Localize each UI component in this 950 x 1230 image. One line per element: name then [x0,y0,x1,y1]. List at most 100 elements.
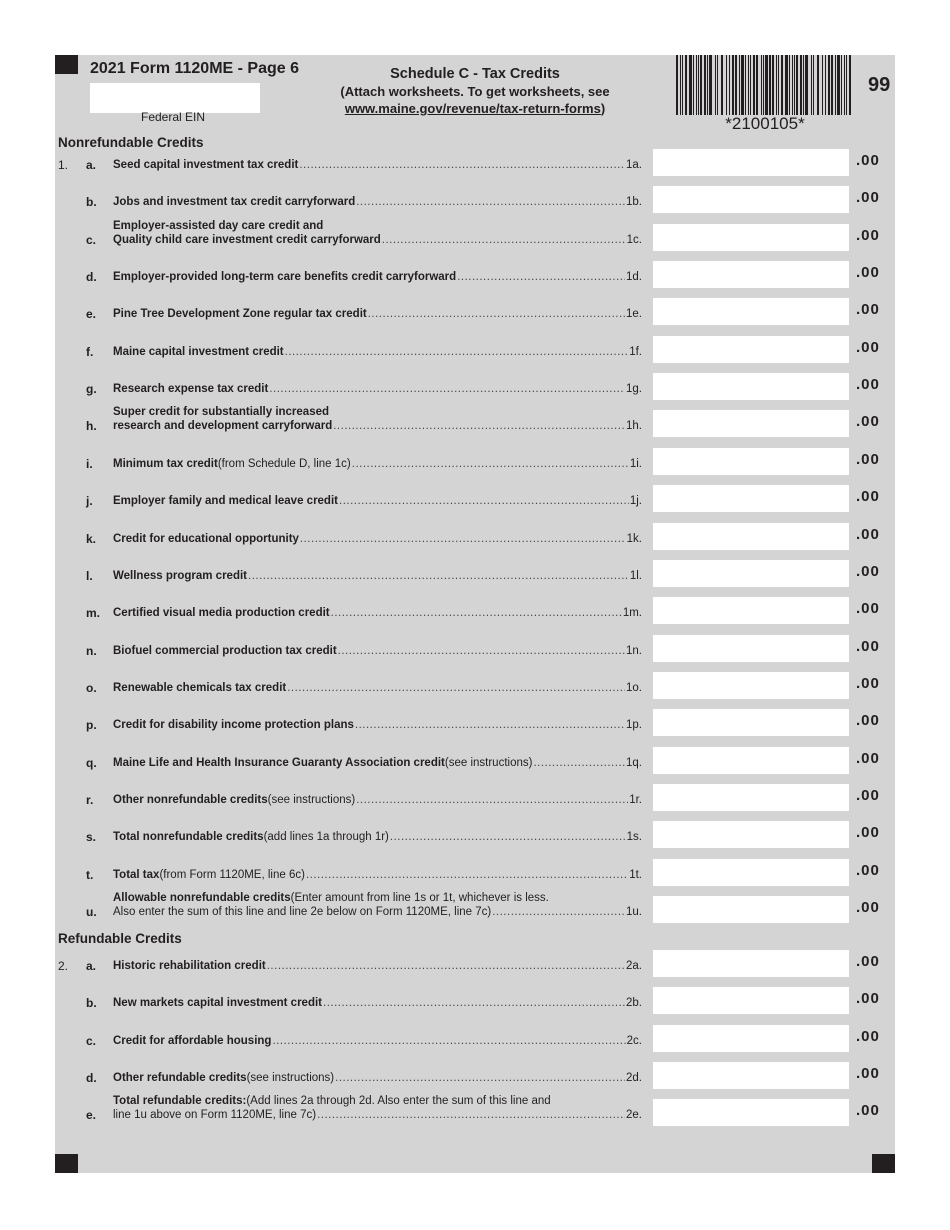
amount-input-1a[interactable] [653,149,849,176]
amount-input-1o[interactable] [653,671,849,699]
line-ref: 2b. [626,997,642,1010]
form-title: 2021 Form 1120ME - Page 6 [90,60,299,77]
barcode-bar [680,55,681,115]
cents-label: .00 [856,338,880,356]
barcode-bar [844,55,845,115]
cents-label: .00 [856,1102,880,1120]
amount-input-1r[interactable] [653,783,849,811]
line-1l: l. Wellness program credit 1l. .00 [0,559,950,587]
line-2b: b. New markets capital investment credit 2… [0,987,950,1015]
line-letter: e. [86,1108,97,1123]
amount-input-1e[interactable] [653,298,849,326]
cents-label: .00 [856,1027,880,1045]
label-normal: (see instructions) [444,756,533,769]
line-ref: 1d. [626,271,642,284]
barcode-bar [805,55,808,115]
amount-input-1b[interactable] [653,186,849,214]
barcode-bar [813,55,814,115]
line-letter: d. [86,270,97,285]
cents-label: .00 [856,899,880,916]
line-label: Jobs and investment tax credit carryforw… [113,195,642,209]
barcode-bar [700,55,702,115]
dot-leader [267,959,625,973]
barcode-bar [689,55,692,115]
dot-leader [331,606,622,620]
barcode-bar [745,55,746,115]
schedule-header: Schedule C - Tax Credits (Attach workshe… [320,66,630,117]
cents-label: .00 [856,152,880,169]
amount-input-1n[interactable] [653,634,849,662]
amount-input-1h[interactable] [653,410,849,438]
label-normal: (from Schedule D, line 1c) [217,457,351,470]
line-ref: 2a. [626,960,642,972]
barcode-bar [835,55,836,115]
label-bold: Biofuel commercial production tax credit [113,644,337,657]
barcode-bar [750,55,751,115]
label-bold: Maine Life and Health Insurance Guaranty… [113,756,445,769]
line-label: Other refundable credits (see instructio… [113,1071,642,1085]
barcode-bar [763,55,764,115]
barcode-bar [756,55,758,115]
line-1q: q. Maine Life and Health Insurance Guaran… [0,746,950,774]
cents-label: .00 [856,1065,880,1083]
section-refundable: Refundable Credits [58,931,182,946]
amount-input-2e[interactable] [653,1099,849,1127]
amount-input-1f[interactable] [653,335,849,363]
amount-input-1c[interactable] [653,223,849,251]
federal-ein-input[interactable] [90,83,260,113]
worksheets-link[interactable]: www.maine.gov/revenue/tax-return-forms [344,101,601,116]
line-label: Seed capital investment tax credit 1a. [113,158,642,172]
barcode-bar [735,55,737,115]
amount-input-1q[interactable] [653,746,849,774]
amount-input-1t[interactable] [653,858,849,886]
amount-input-1j[interactable] [653,485,849,513]
barcode-bar [769,55,771,115]
line-label: Maine Life and Health Insurance Guaranty… [113,756,642,770]
line-letter: h. [86,419,97,434]
amount-input-1g[interactable] [653,373,849,401]
dot-leader [457,270,625,284]
amount-input-1s[interactable] [653,821,849,849]
amount-input-1l[interactable] [653,559,849,587]
amount-input-1d[interactable] [653,261,849,289]
line-label: Renewable chemicals tax credit 1o. [113,681,642,695]
barcode-bar [709,55,712,115]
amount-input-2d[interactable] [653,1062,849,1090]
barcode-bar [846,55,847,115]
dot-leader [335,1071,625,1085]
amount-input-1k[interactable] [653,522,849,550]
line-1u: u. Allowable nonrefundable credits (Enter… [0,892,950,923]
barcode-bar [682,55,683,115]
schedule-note: (Attach worksheets. To get worksheets, s… [340,84,610,99]
label-bold: Total nonrefundable credits [113,831,264,844]
cents-label: .00 [856,189,880,207]
amount-input-2b[interactable] [653,987,849,1015]
amount-input-2c[interactable] [653,1024,849,1052]
amount-input-2a[interactable] [653,950,849,977]
barcode-bar [676,55,678,115]
dot-leader [285,345,629,359]
barcode-bar [789,55,790,115]
line-label: New markets capital investment credit 2b. [113,996,642,1010]
label-bold: Certified visual media production credit [113,607,330,620]
barcode-bar [803,55,804,115]
barcode-bar [707,55,708,115]
line-label: Pine Tree Development Zone regular tax c… [113,307,642,321]
barcode-bar [741,55,744,115]
line-letter: k. [86,531,97,546]
label-bold: Other nonrefundable credits [113,793,268,806]
barcode-bar [715,55,716,115]
line-ref: 2e. [626,1109,642,1122]
label-line1-bold: Total refundable credits: [113,1095,247,1108]
amount-input-1u[interactable] [653,896,849,923]
label-bold: Quality child care investment credit car… [113,233,381,246]
cents-label: .00 [856,637,880,655]
amount-input-1p[interactable] [653,709,849,737]
dot-leader [368,307,625,321]
label-normal: (from Form 1120ME, line 6c) [159,868,305,881]
barcode-bar [717,55,718,115]
amount-input-1i[interactable] [653,447,849,475]
barcode-bar [825,55,826,115]
amount-input-1m[interactable] [653,597,849,625]
line-1a: 1. a. Seed capital investment tax credit 1… [0,149,950,176]
